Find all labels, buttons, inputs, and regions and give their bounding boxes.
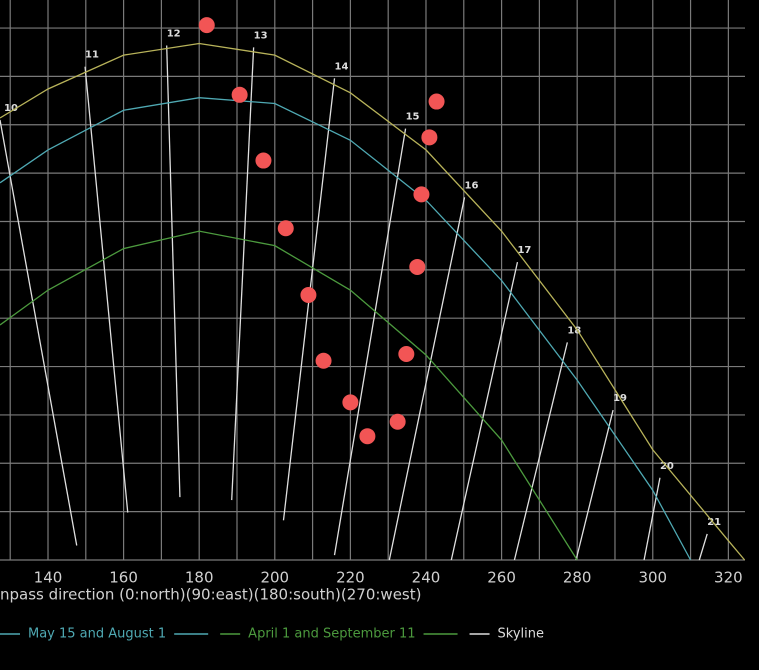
x-tick-label: 180	[185, 569, 214, 587]
hour-line	[575, 409, 614, 561]
point	[300, 286, 317, 303]
x-tick-label: 160	[109, 569, 138, 587]
point	[389, 413, 406, 430]
x-tick-label: 220	[336, 569, 365, 587]
hour-label: 15	[406, 112, 420, 123]
x-tick-label: 320	[714, 569, 743, 587]
x-tick-label: 300	[638, 569, 667, 587]
hour-line	[333, 128, 407, 556]
x-tick-label: 260	[487, 569, 516, 587]
x-axis-label: npass direction (0:north)(90:east)(180:s…	[0, 586, 421, 604]
point	[398, 345, 415, 362]
hour-label: 11	[85, 50, 99, 61]
point	[342, 394, 359, 411]
point	[359, 428, 376, 445]
point	[409, 258, 426, 275]
point	[277, 220, 294, 237]
hour-line	[0, 119, 78, 546]
legend-label: May 15 and August 1	[28, 627, 166, 642]
hour-line	[698, 533, 708, 561]
hour-label: 21	[707, 517, 721, 528]
x-tick-label: 200	[260, 569, 289, 587]
sun-path	[0, 230, 578, 561]
point	[255, 152, 272, 169]
hour-label: 16	[465, 180, 479, 191]
hour-line	[84, 66, 129, 513]
hour-label: 12	[167, 28, 181, 39]
hour-line	[231, 47, 255, 501]
legend-label: Skyline	[498, 627, 544, 642]
hour-line	[450, 261, 519, 561]
x-tick-label: 140	[34, 569, 63, 587]
x-tick-label: 240	[412, 569, 441, 587]
point	[315, 352, 332, 369]
point	[421, 129, 438, 146]
hour-label: 13	[254, 30, 268, 41]
x-tick-label: 280	[563, 569, 592, 587]
hour-line	[643, 477, 661, 561]
point	[231, 86, 248, 103]
point	[413, 186, 430, 203]
hour-line	[166, 45, 181, 498]
sun-path	[0, 42, 746, 561]
hour-label: 10	[4, 103, 18, 114]
hour-label: 17	[517, 245, 531, 256]
hour-line	[513, 342, 568, 561]
point	[428, 93, 445, 110]
hour-label: 18	[567, 325, 581, 336]
point	[198, 17, 215, 34]
hour-line	[388, 197, 466, 561]
legend-label: April 1 and September 11	[248, 627, 415, 642]
hour-label: 14	[335, 61, 349, 72]
sun-path	[0, 97, 692, 561]
